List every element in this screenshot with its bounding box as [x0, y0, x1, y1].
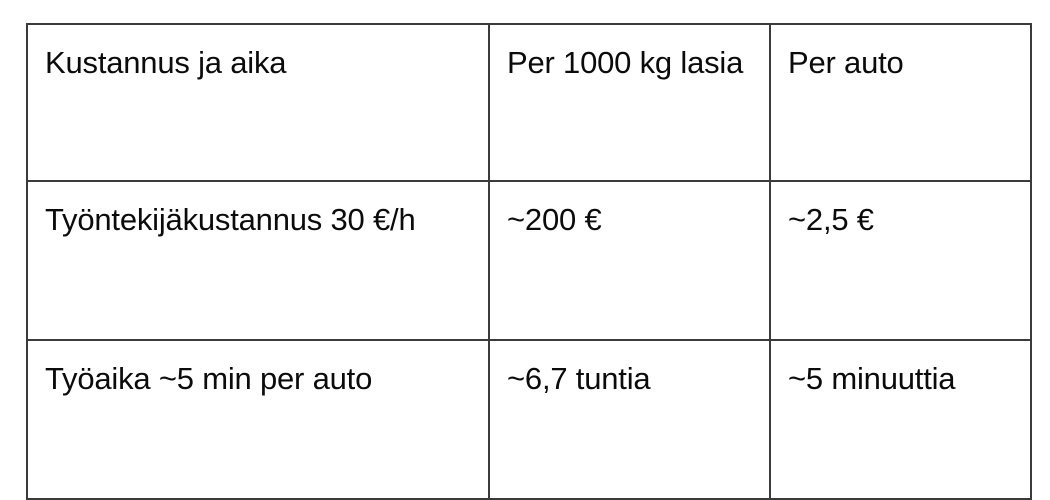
- cell-tyoaika-label: Työaika ~5 min per auto: [26, 339, 490, 500]
- column-header-per-1000-kg-lasia: Per 1000 kg lasia: [488, 23, 771, 182]
- cell-text: Työaika ~5 min per auto: [45, 361, 373, 396]
- cell-tyontekijakustannus-label: Työntekijäkustannus 30 €/h: [26, 180, 490, 341]
- cell-text: ~5 minuuttia: [788, 361, 956, 396]
- column-header-kustannus-ja-aika: Kustannus ja aika: [26, 23, 490, 182]
- cell-text: ~2,5 €: [788, 202, 874, 237]
- table-row: Työaika ~5 min per auto ~6,7 tuntia ~5 m…: [26, 339, 1032, 500]
- cost-and-time-table: Kustannus ja aika Per 1000 kg lasia Per …: [26, 23, 1032, 500]
- cell-tyoaika-per-auto: ~5 minuuttia: [769, 339, 1032, 500]
- cell-tyoaika-per-1000kg: ~6,7 tuntia: [488, 339, 771, 500]
- table-container: Kustannus ja aika Per 1000 kg lasia Per …: [26, 23, 1032, 500]
- cell-text: ~6,7 tuntia: [507, 361, 651, 396]
- column-header-per-auto: Per auto: [769, 23, 1032, 182]
- column-header-label: Per auto: [788, 45, 904, 80]
- cell-text: ~200 €: [507, 202, 602, 237]
- column-header-label: Kustannus ja aika: [45, 45, 287, 80]
- cell-text: Työntekijäkustannus 30 €/h: [45, 202, 416, 237]
- table-header-row: Kustannus ja aika Per 1000 kg lasia Per …: [26, 23, 1032, 182]
- column-header-label: Per 1000 kg lasia: [507, 45, 744, 80]
- cell-tyontekijakustannus-per-1000kg: ~200 €: [488, 180, 771, 341]
- table-row: Työntekijäkustannus 30 €/h ~200 € ~2,5 €: [26, 180, 1032, 341]
- cell-tyontekijakustannus-per-auto: ~2,5 €: [769, 180, 1032, 341]
